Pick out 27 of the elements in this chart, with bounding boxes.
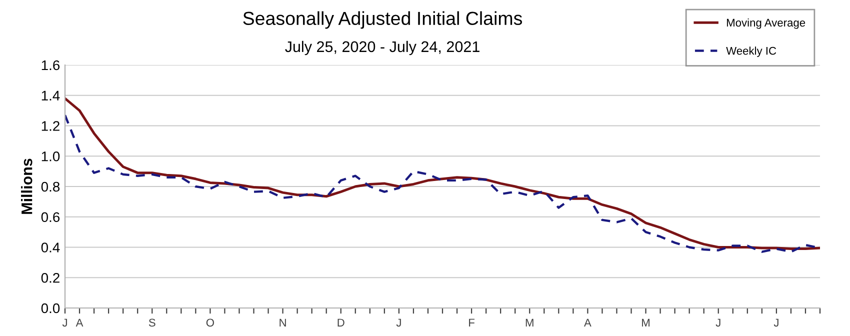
y-tick-label: 0.8 [41, 182, 60, 192]
y-tick-label: 0.2 [41, 272, 60, 283]
y-tick-label: 0.4 [41, 242, 60, 252]
y-tick-label: 1.4 [42, 90, 60, 100]
x-tick-label: A [584, 318, 592, 326]
y-tick-label: 1.6 [42, 60, 60, 70]
x-tick-label: J [396, 318, 401, 327]
y-tick-label: 1.2 [42, 121, 60, 131]
legend-label: Moving Average [726, 18, 806, 29]
y-tick-label: 1.0 [42, 151, 60, 162]
y-axis-title: Millions [21, 158, 32, 214]
y-tick-label: 0.6 [41, 212, 60, 222]
x-tick-label: D [338, 318, 344, 326]
x-tick-label: S [148, 318, 156, 327]
y-tick-label: 0.0 [41, 303, 60, 314]
legend-label: Weekly IC [726, 46, 776, 57]
x-tick-label: O [206, 318, 214, 327]
x-tick-label: J [774, 318, 778, 327]
x-tick-label: J [716, 318, 720, 327]
chart-subtitle: July 25, 2020 - July 24, 2021 [285, 40, 480, 56]
x-tick-label: A [76, 318, 84, 326]
x-tick-label: M [642, 318, 650, 326]
x-tick-label: M [526, 318, 534, 326]
x-tick-label: F [469, 318, 474, 326]
x-tick-label: J [62, 318, 67, 327]
x-tick-label: N [280, 318, 286, 326]
chart-title: Seasonally Adjusted Initial Claims [243, 11, 522, 29]
